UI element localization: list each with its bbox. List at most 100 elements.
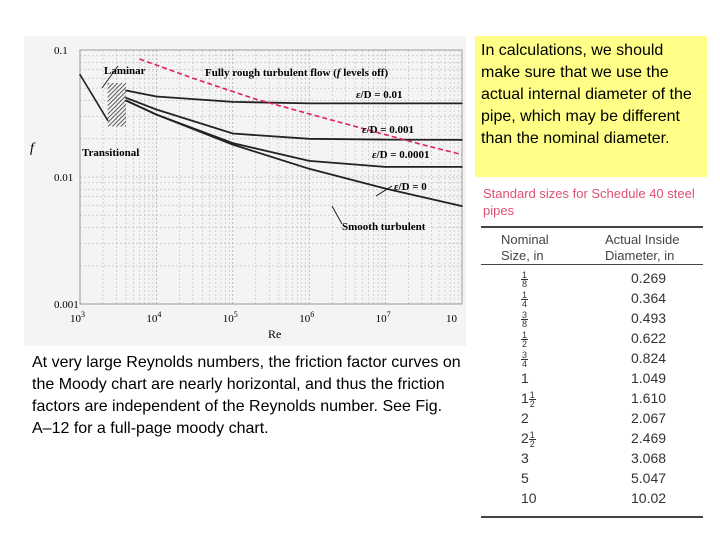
x-tick-label: 10	[446, 313, 458, 325]
fraction-denominator: 2	[529, 398, 535, 409]
fraction-denominator: 8	[522, 318, 528, 329]
curve-point	[155, 113, 158, 116]
nominal-size-cell: 3	[521, 450, 551, 466]
table-row: 2 2.067	[475, 408, 709, 428]
curve-point	[384, 187, 387, 190]
curve-point	[461, 102, 463, 105]
inside-diameter-cell: 0.622	[631, 330, 667, 346]
eps-0.001-label: ε/D = 0.001	[362, 124, 414, 136]
fraction-numerator: 3	[521, 309, 529, 320]
curve-point	[232, 143, 234, 146]
x-tick-label: 105	[223, 310, 238, 325]
nominal-size-cell: 2	[521, 410, 551, 426]
fraction-numerator: 3	[521, 349, 529, 360]
nominal-size-cell: 1	[521, 370, 551, 386]
x-tick-exponent: 6	[310, 310, 314, 319]
inside-diameter-cell: 0.824	[631, 350, 667, 366]
x-tick-exponent: 7	[387, 310, 391, 319]
curve-point	[461, 166, 463, 168]
moody-caption: At very large Reynolds numbers, the fric…	[32, 354, 461, 437]
x-tick-exponent: 5	[234, 310, 238, 319]
curve-point	[308, 160, 311, 162]
x-tick-label: 104	[146, 310, 161, 325]
size-whole: 2	[521, 410, 529, 426]
nominal-size-cell: 10	[521, 490, 551, 506]
x-axis-label: Re	[268, 327, 281, 341]
chart-grid	[79, 49, 463, 305]
fully-rough-boundary-line	[139, 58, 463, 156]
pipe-size-table: Standard sizes for Schedule 40 steel pip…	[475, 182, 709, 522]
fraction-denominator: 2	[522, 338, 528, 349]
table-top-rule	[481, 226, 703, 228]
curve-point	[308, 102, 311, 105]
size-whole: 1	[521, 390, 529, 406]
nominal-size-header: Nominal Size, in	[501, 232, 549, 263]
curve-point	[308, 137, 311, 140]
fraction-denominator: 4	[522, 298, 528, 309]
laminar-leader	[101, 65, 119, 89]
transitional-label: Transitional	[82, 147, 139, 159]
curve-point	[125, 89, 127, 92]
fraction-numerator: 1	[528, 389, 536, 400]
fraction-numerator: 1	[528, 429, 536, 440]
curve-point	[461, 205, 463, 207]
size-whole: 3	[521, 450, 529, 466]
fraction-numerator: 1	[521, 329, 529, 340]
inside-diameter-cell: 10.02	[631, 490, 667, 506]
table-header-rule	[481, 264, 703, 265]
table-row: 1 8 0.269	[475, 268, 709, 288]
table-row: 3 8 0.493	[475, 308, 709, 328]
laminar-label: Laminar	[104, 65, 146, 77]
inside-diameter-cell: 2.469	[631, 430, 667, 446]
pipe-table-title: Standard sizes for Schedule 40 steel pip…	[483, 186, 695, 218]
curve--d-0	[125, 99, 463, 207]
table-row: 10 10.02	[475, 488, 709, 508]
diameter-note-text: In calculations, we should make sure tha…	[481, 42, 692, 147]
y-tick-label: 0.1	[54, 45, 68, 57]
y-tick-label: 0.001	[54, 299, 79, 311]
size-whole: 2	[521, 430, 529, 446]
table-bottom-rule	[481, 516, 703, 518]
eps-0.0001-label: ε/D = 0.0001	[372, 149, 430, 161]
inside-diameter-cell: 3.068	[631, 450, 667, 466]
eps-0-leader	[375, 185, 393, 197]
inside-diameter-cell: 1.049	[631, 370, 667, 386]
curve--d-0-01	[125, 89, 462, 105]
fraction-denominator: 8	[522, 278, 528, 289]
x-tick-label: 106	[299, 310, 314, 325]
y-axis-label: f	[30, 141, 36, 156]
curve-point	[384, 138, 387, 141]
curve-point	[384, 102, 387, 105]
fraction-denominator: 4	[522, 358, 528, 369]
x-tick-exponent: 3	[81, 310, 85, 319]
table-row: 2 1 2 2.469	[475, 428, 709, 448]
inside-diameter-cell: 2.067	[631, 410, 667, 426]
fraction-numerator: 1	[521, 269, 529, 280]
moody-chart: 0.1 0.01 0.001 103 104 105 106 107 10 f Re Lamin…	[24, 36, 466, 346]
inside-diameter-cell: 1.610	[631, 390, 667, 406]
inside-diameter-cell: 0.493	[631, 310, 667, 326]
table-row: 1 4 0.364	[475, 288, 709, 308]
curve-point	[232, 101, 234, 103]
curve-point	[106, 119, 109, 122]
inside-diameter-cell: 0.364	[631, 290, 667, 306]
diameter-note: In calculations, we should make sure tha…	[475, 36, 707, 177]
curve-laminar	[79, 74, 109, 121]
smooth-turbulent-label: Smooth turbulent	[342, 221, 426, 233]
table-row: 5 5.047	[475, 468, 709, 488]
inside-diameter-header: Actual Inside Diameter, in	[605, 232, 680, 263]
smooth-turbulent-leader	[331, 205, 343, 225]
curve-point	[125, 97, 127, 99]
